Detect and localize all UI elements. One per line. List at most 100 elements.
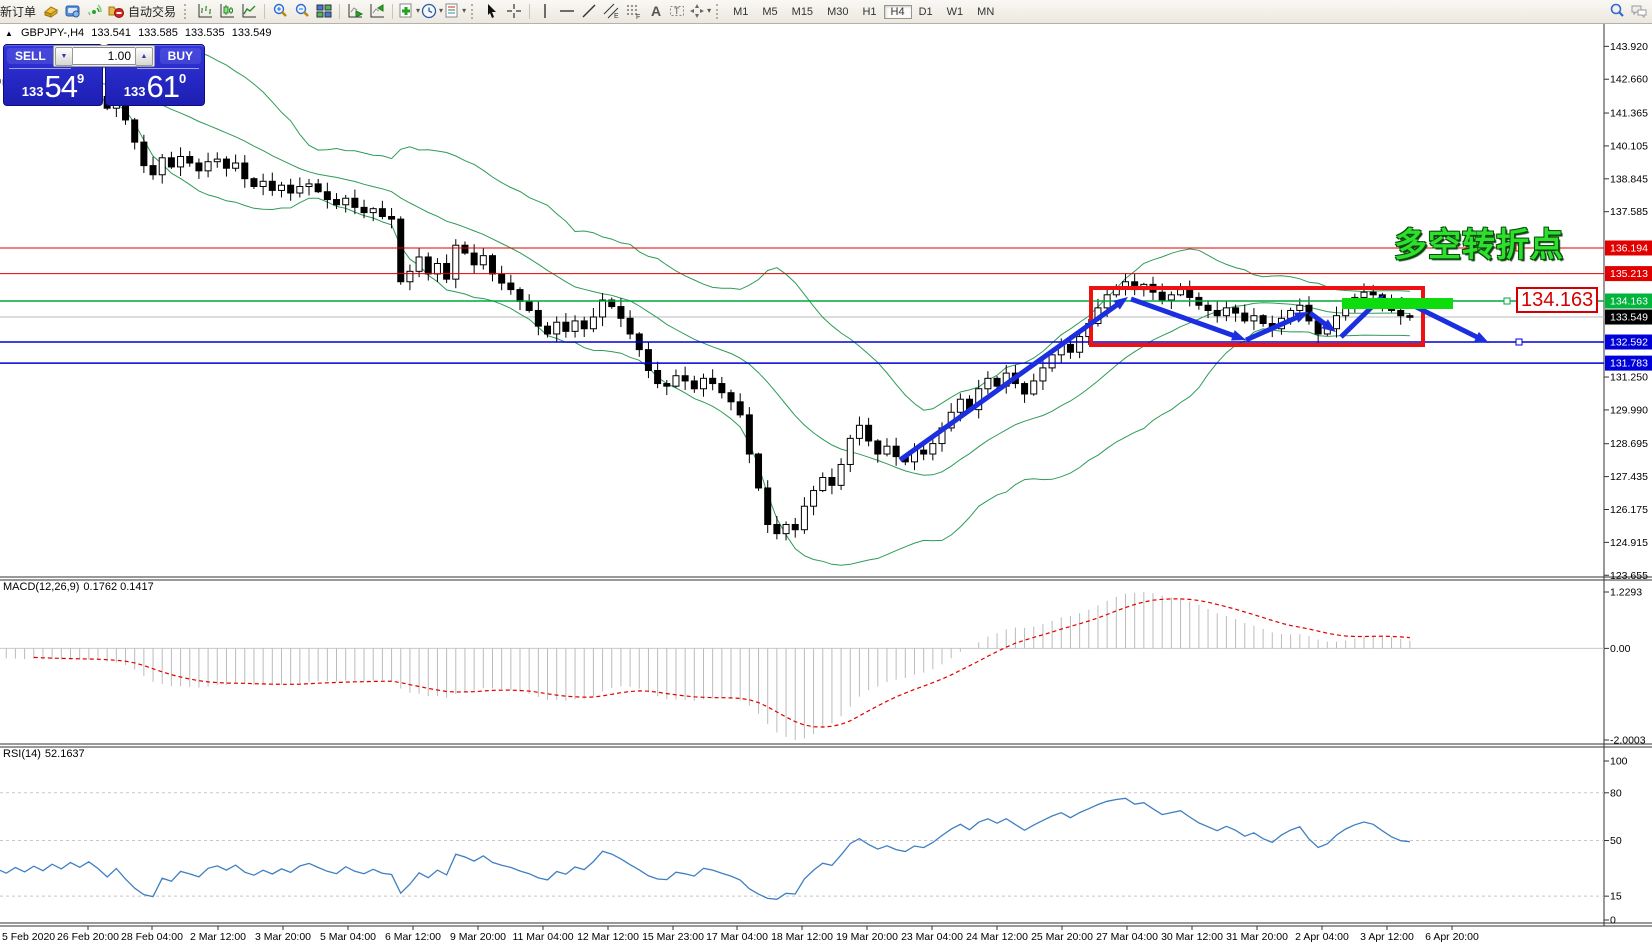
time-tick-label: 19 Mar 20:00 (836, 931, 898, 943)
horizontal-lines[interactable] (0, 247, 1604, 364)
chart-type-group (194, 1, 260, 23)
ohlc-high: 133.585 (138, 27, 178, 39)
price-level-label-annotation[interactable]: 134.163 (1516, 287, 1599, 313)
volume-increment-button[interactable]: ▲ (135, 46, 153, 66)
timeframe-H1[interactable]: H1 (862, 5, 877, 18)
line-handle[interactable] (1503, 297, 1511, 305)
label-icon[interactable]: T (666, 1, 688, 21)
horizontal-line-icon[interactable] (556, 1, 578, 21)
timeframe-W1[interactable]: W1 (946, 5, 964, 18)
signal-icon[interactable] (84, 1, 106, 21)
time-axis[interactable]: 5 Feb 2020 26 Feb 20:00 28 Feb 04:00 2 Mar … (2, 926, 1479, 943)
candle-body (580, 320, 588, 330)
price-badge-label: 135.213 (1610, 268, 1648, 280)
dropdown-caret-icon[interactable]: ▾ (707, 6, 712, 15)
candle-body (571, 320, 579, 332)
tile-windows-icon[interactable] (313, 1, 335, 21)
timeframe-M30[interactable]: M30 (827, 5, 849, 18)
candle-body (314, 183, 322, 193)
candle-body (745, 414, 753, 455)
line-handle[interactable] (1515, 244, 1523, 252)
chat-icon[interactable] (1628, 1, 1650, 21)
timeframe-M1[interactable]: M1 (733, 5, 749, 18)
timeframe-MN[interactable]: MN (977, 5, 995, 18)
autotrade-button[interactable]: 自动交易 (107, 2, 179, 22)
buy-price: 133 61 0 (106, 71, 204, 102)
toolbar-separator (264, 4, 266, 19)
candle-body (1167, 294, 1175, 301)
trendline-icon[interactable] (578, 1, 600, 21)
collapse-panel-icon[interactable]: ▲ (5, 29, 13, 38)
zoom-in-icon[interactable] (269, 1, 291, 21)
candle-body (388, 216, 396, 220)
vertical-line-icon[interactable] (534, 1, 556, 21)
templates-icon[interactable]: ▾ (443, 1, 466, 21)
main-toolbar: 新订单 自动交易 ▾ ▾ ▾ E F A T ▾ M1 M5 M15 M30 H1 H4 D1 W1 MN (0, 0, 1652, 24)
timeframe-M15[interactable]: M15 (791, 5, 814, 18)
chart-shift-icon[interactable] (366, 1, 388, 21)
trend-arrow-head (1474, 331, 1489, 343)
price-axis[interactable]: 143.920 142.660 141.365 140.105 138.845 137.5… (1604, 41, 1652, 582)
consolidation-rectangle[interactable] (1089, 286, 1425, 347)
candle-body (333, 199, 341, 206)
expert-window-icon[interactable] (62, 1, 84, 21)
candle-body (1332, 315, 1340, 330)
sell-price-prefix: 133 (21, 84, 44, 99)
rsi-axis-label: 100 (1610, 756, 1628, 768)
timeframe-D1[interactable]: D1 (918, 5, 933, 18)
timeframes-group: M1 M5 M15 M30 H1 H4 D1 W1 MN (726, 3, 1001, 21)
candle-body (1076, 336, 1084, 353)
turning-point-text-annotation[interactable]: 多空转折点 (1394, 226, 1564, 263)
text-icon[interactable]: A (644, 1, 666, 21)
dropdown-caret-icon[interactable]: ▾ (439, 6, 444, 15)
candle-body (819, 477, 827, 492)
candlestick-chart-icon[interactable] (216, 1, 238, 21)
price-badge (1605, 293, 1652, 309)
periods-icon[interactable]: ▾ (420, 1, 443, 21)
search-icon[interactable] (1606, 1, 1628, 21)
auto-scroll-icon[interactable] (344, 1, 366, 21)
time-tick-label: 25 Mar 20:00 (1031, 931, 1093, 943)
new-order-button[interactable]: 新订单 (0, 5, 37, 19)
dropdown-caret-icon[interactable]: ▾ (462, 6, 467, 15)
trend-arrow[interactable] (1308, 310, 1328, 327)
zoom-out-icon[interactable] (291, 1, 313, 21)
candle-body (516, 289, 524, 302)
crosshair-icon[interactable] (503, 1, 525, 21)
bar-chart-icon[interactable] (194, 1, 216, 21)
rsi-label: RSI(14) 52.1637 (3, 748, 89, 760)
line-chart-icon[interactable] (238, 1, 260, 21)
gold-ingot-icon[interactable] (40, 1, 62, 21)
support-highlight-bar[interactable] (1342, 298, 1453, 309)
volume-decrement-button[interactable]: ▼ (55, 46, 73, 66)
trend-arrow[interactable] (1244, 314, 1300, 343)
channel-icon[interactable]: E (600, 1, 622, 21)
candle-body (617, 306, 625, 319)
price-badge (1605, 266, 1652, 282)
candle-body (626, 317, 634, 335)
symbol-period-label: GBPJPY-,H4 (20, 27, 85, 39)
buy-button[interactable]: BUY (159, 48, 201, 64)
rsi-value: 52.1637 (44, 748, 85, 760)
trend-arrow[interactable] (1130, 296, 1236, 339)
cursor-icon[interactable] (481, 1, 503, 21)
candle-body (1232, 307, 1240, 314)
rsi-axis-label: 80 (1610, 787, 1622, 799)
line-handle[interactable] (1515, 338, 1523, 346)
shapes-icon[interactable]: ▾ (688, 1, 711, 21)
indicators-icon[interactable]: ▾ (397, 1, 420, 21)
fibonacci-icon[interactable]: F (622, 1, 644, 21)
trend-arrow[interactable] (898, 301, 1120, 463)
macd-axis-label: -2.0003 (1610, 735, 1646, 747)
rsi-axis: 100 80 50 15 0 (1604, 756, 1628, 927)
candle-body (681, 375, 689, 382)
timeframe-H4[interactable]: H4 (883, 4, 912, 19)
price-tick-label: 128.695 (1610, 438, 1648, 450)
volume-input[interactable] (73, 47, 135, 65)
timeframe-M5[interactable]: M5 (762, 5, 778, 18)
dropdown-caret-icon[interactable]: ▾ (416, 6, 421, 15)
chart-drawings[interactable] (898, 244, 1523, 463)
panel-borders (0, 23, 1652, 927)
sell-button[interactable]: SELL (7, 48, 54, 64)
